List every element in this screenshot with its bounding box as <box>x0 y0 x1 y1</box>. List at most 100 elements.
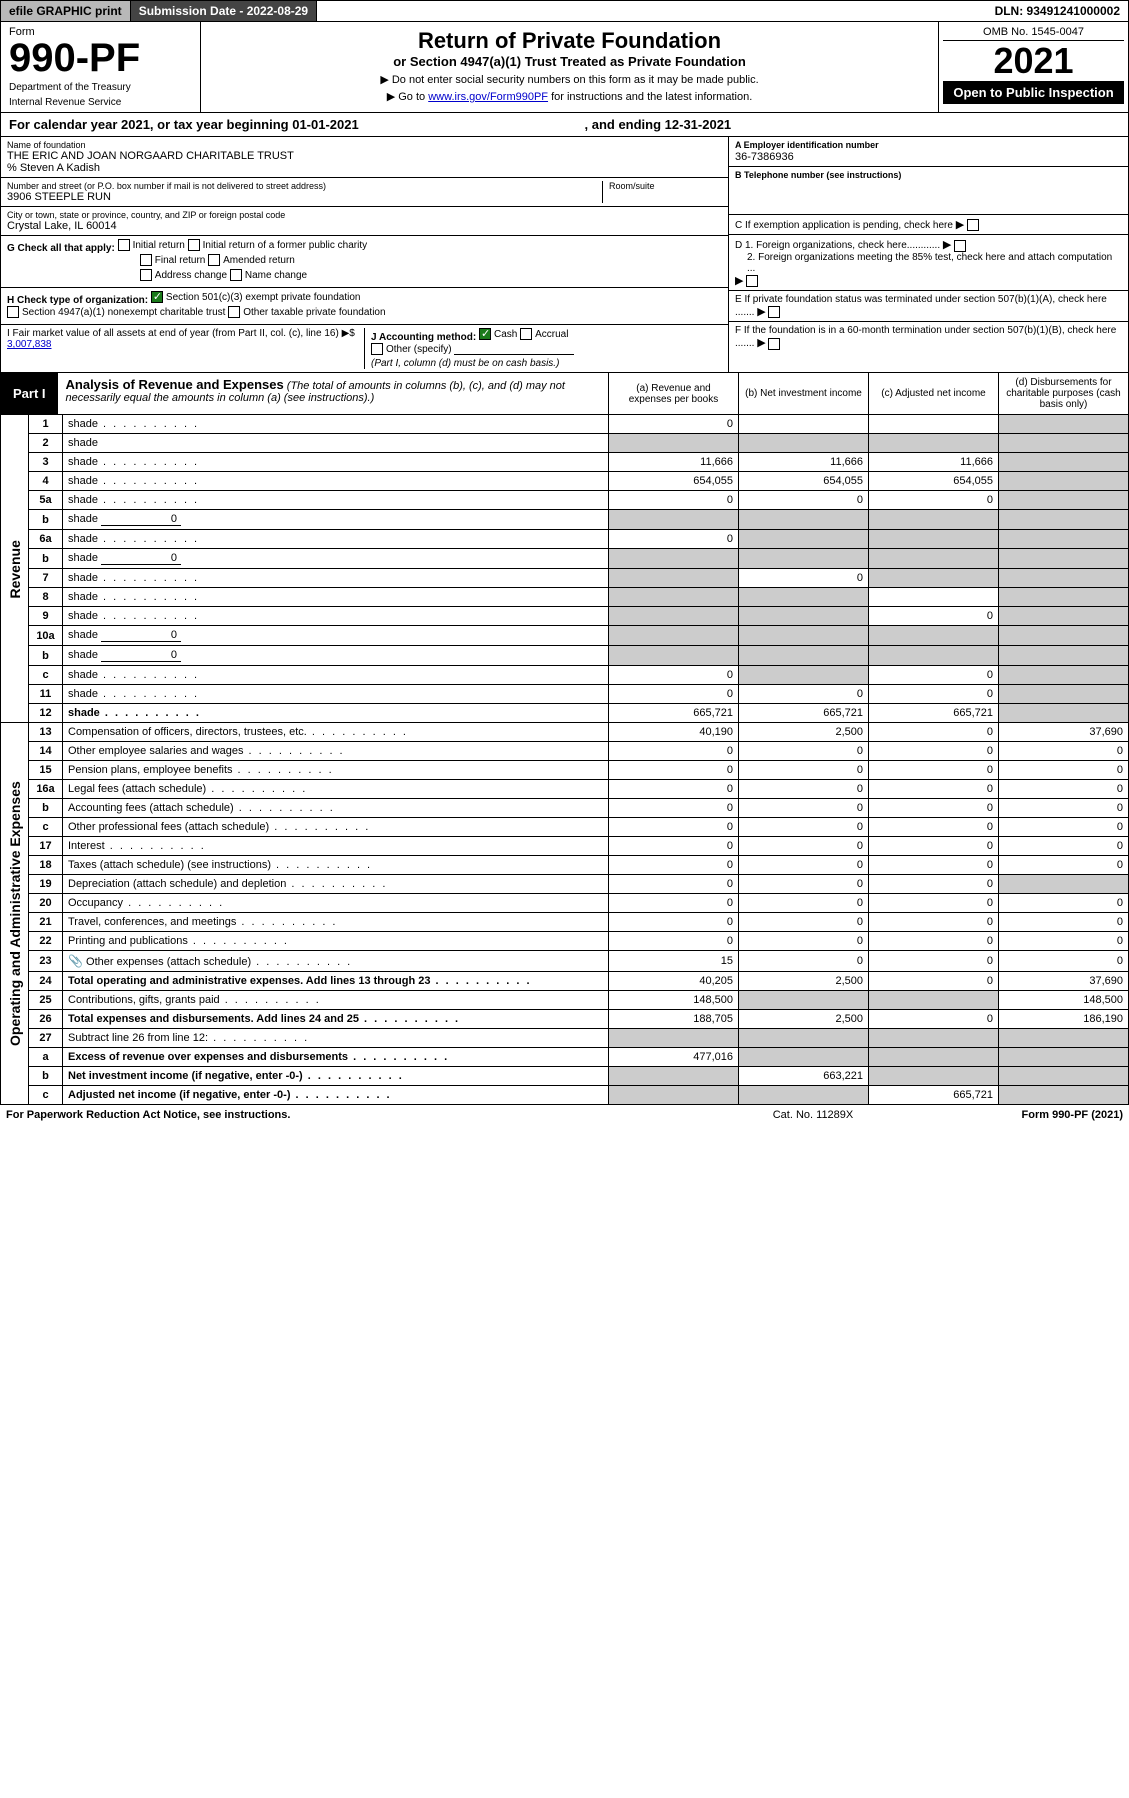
amount-cell <box>999 530 1129 549</box>
amount-cell <box>609 569 739 588</box>
line-number: 22 <box>29 932 63 951</box>
chk-4947-label: Section 4947(a)(1) nonexempt charitable … <box>22 307 225 318</box>
j-label: J Accounting method: <box>371 332 476 343</box>
line-description: Total expenses and disbursements. Add li… <box>63 1010 609 1029</box>
chk-other-taxable[interactable] <box>228 306 240 318</box>
line-number: 27 <box>29 1029 63 1048</box>
chk-initial-return[interactable] <box>118 239 130 251</box>
line-number: b <box>29 1067 63 1086</box>
amount-cell <box>999 549 1129 569</box>
table-row: 19Depreciation (attach schedule) and dep… <box>1 875 1129 894</box>
amount-cell: 0 <box>869 1010 999 1029</box>
amount-cell <box>869 1048 999 1067</box>
amount-cell: 148,500 <box>999 991 1129 1010</box>
room-label: Room/suite <box>609 181 722 191</box>
line-description: Legal fees (attach schedule) <box>63 780 609 799</box>
line-description: shade 0 <box>63 510 609 530</box>
line-description: 📎 Other expenses (attach schedule) <box>63 951 609 972</box>
chk-initial-public[interactable] <box>188 239 200 251</box>
line-number: c <box>29 1086 63 1105</box>
chk-f[interactable] <box>768 338 780 350</box>
city-label: City or town, state or province, country… <box>7 210 722 220</box>
line-description: Compensation of officers, directors, tru… <box>63 723 609 742</box>
amount-cell: 0 <box>869 780 999 799</box>
amount-cell: 0 <box>739 799 869 818</box>
line-number: b <box>29 549 63 569</box>
chk-final-return[interactable] <box>140 254 152 266</box>
form-number: 990-PF <box>9 38 192 78</box>
amount-cell <box>869 626 999 646</box>
amount-cell: 0 <box>609 818 739 837</box>
table-row: 7shade0 <box>1 569 1129 588</box>
col-a-head: (a) Revenue and expenses per books <box>608 373 738 414</box>
chk-e[interactable] <box>768 306 780 318</box>
header-right: OMB No. 1545-0047 2021 Open to Public In… <box>938 22 1128 112</box>
chk-amended[interactable] <box>208 254 220 266</box>
amount-cell: 0 <box>739 685 869 704</box>
table-row: 3shade11,66611,66611,666 <box>1 453 1129 472</box>
amount-cell: 0 <box>869 837 999 856</box>
amount-cell: 11,666 <box>739 453 869 472</box>
form-link[interactable]: www.irs.gov/Form990PF <box>428 91 548 103</box>
line-description: Other professional fees (attach schedule… <box>63 818 609 837</box>
efile-button[interactable]: efile GRAPHIC print <box>1 1 131 21</box>
amount-cell: 0 <box>869 742 999 761</box>
form-header: Form 990-PF Department of the Treasury I… <box>0 22 1129 113</box>
chk-d2[interactable] <box>746 275 758 287</box>
amount-cell <box>869 530 999 549</box>
chk-d1[interactable] <box>954 240 966 252</box>
amount-cell <box>999 646 1129 666</box>
amount-cell <box>739 666 869 685</box>
calendar-begin: For calendar year 2021, or tax year begi… <box>9 117 545 132</box>
line-description: Contributions, gifts, grants paid <box>63 991 609 1010</box>
line-number: 8 <box>29 588 63 607</box>
d2-label: 2. Foreign organizations meeting the 85%… <box>735 252 1122 274</box>
line-description: Occupancy <box>63 894 609 913</box>
chk-c[interactable] <box>967 219 979 231</box>
chk-501c3[interactable] <box>151 291 163 303</box>
table-row: 23📎 Other expenses (attach schedule)1500… <box>1 951 1129 972</box>
e-label: E If private foundation status was termi… <box>735 294 1107 318</box>
submission-date: Submission Date - 2022-08-29 <box>131 1 317 21</box>
chk-address-change[interactable] <box>140 269 152 281</box>
amount-cell: 0 <box>609 913 739 932</box>
g-label: G Check all that apply: <box>7 243 115 254</box>
chk-other-method[interactable] <box>371 343 383 355</box>
table-row: 2shade <box>1 434 1129 453</box>
chk-4947[interactable] <box>7 306 19 318</box>
ein-value: 36-7386936 <box>735 151 1122 163</box>
amount-cell: 0 <box>739 856 869 875</box>
amount-cell <box>739 646 869 666</box>
amount-cell <box>869 569 999 588</box>
instr-link-row: ▶ Go to www.irs.gov/Form990PF for instru… <box>211 90 928 103</box>
chk-accrual[interactable] <box>520 328 532 340</box>
amount-cell: 11,666 <box>609 453 739 472</box>
amount-cell: 654,055 <box>609 472 739 491</box>
dept-irs: Internal Revenue Service <box>9 97 192 108</box>
amount-cell: 0 <box>869 799 999 818</box>
chk-name-change[interactable] <box>230 269 242 281</box>
table-row: 20Occupancy0000 <box>1 894 1129 913</box>
amount-cell <box>609 1029 739 1048</box>
amount-cell: 0 <box>869 856 999 875</box>
c-cell: C If exemption application is pending, c… <box>729 215 1128 235</box>
amount-cell <box>999 588 1129 607</box>
amount-cell <box>999 1048 1129 1067</box>
line-number: 1 <box>29 415 63 434</box>
amount-cell: 0 <box>739 951 869 972</box>
chk-initial-public-label: Initial return of a former public charit… <box>203 240 368 251</box>
line-number: 16a <box>29 780 63 799</box>
line-number: 17 <box>29 837 63 856</box>
amount-cell: 0 <box>999 932 1129 951</box>
footer-paperwork: For Paperwork Reduction Act Notice, see … <box>6 1109 703 1121</box>
amount-cell <box>609 588 739 607</box>
d1-label: D 1. Foreign organizations, check here..… <box>735 240 940 251</box>
line-number: 3 <box>29 453 63 472</box>
table-row: 15Pension plans, employee benefits0000 <box>1 761 1129 780</box>
line-description: Net investment income (if negative, ente… <box>63 1067 609 1086</box>
e-cell: E If private foundation status was termi… <box>729 291 1128 322</box>
amount-cell: 0 <box>999 894 1129 913</box>
chk-cash[interactable] <box>479 328 491 340</box>
table-row: 18Taxes (attach schedule) (see instructi… <box>1 856 1129 875</box>
line-number: 7 <box>29 569 63 588</box>
